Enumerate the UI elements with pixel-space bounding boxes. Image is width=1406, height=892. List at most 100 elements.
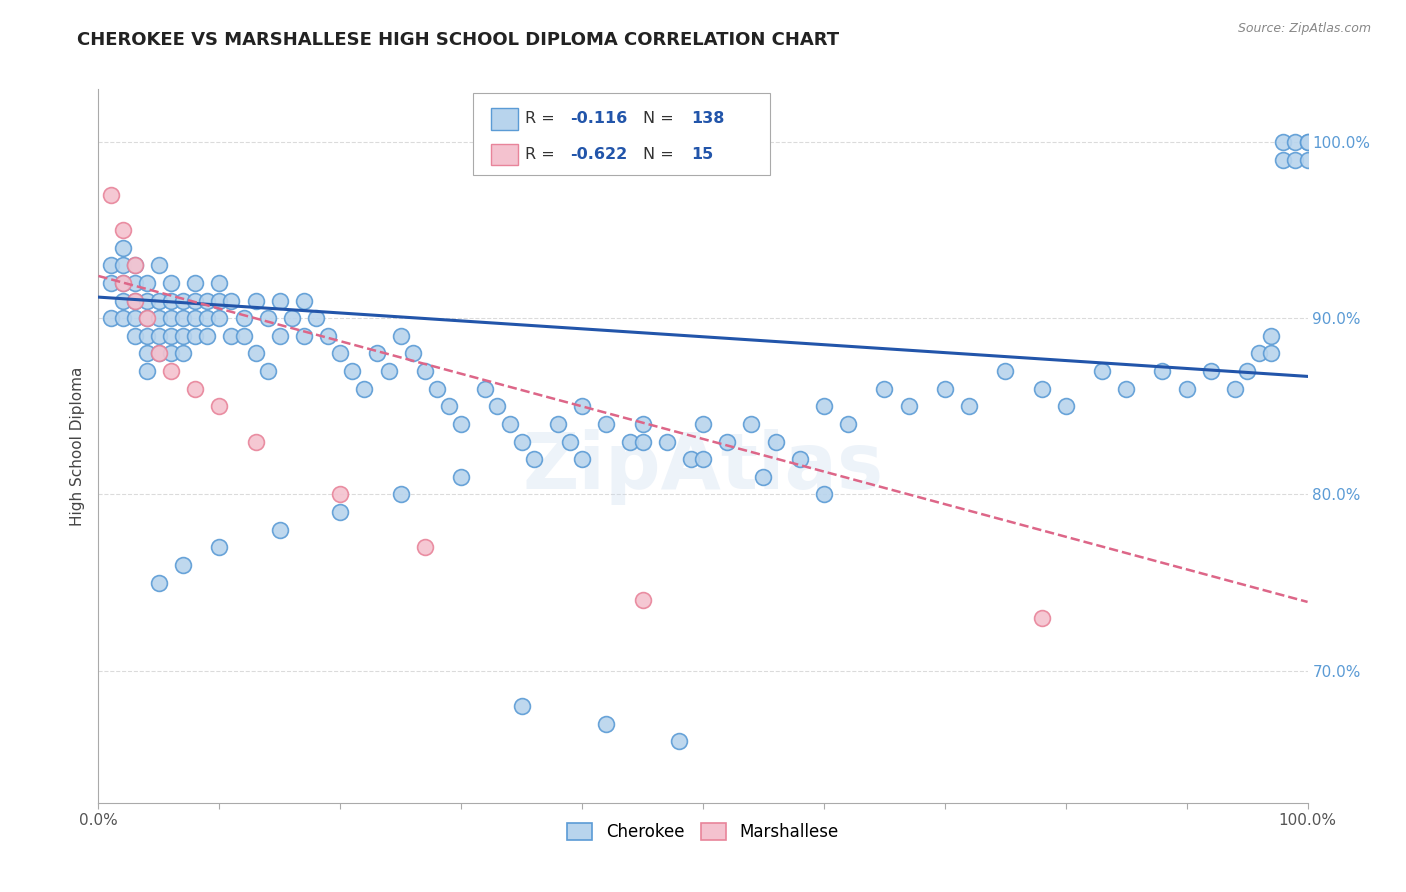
Point [450, 417, 472, 431]
Point [655, 434, 678, 449]
Point [124, 293, 146, 308]
Point [148, 346, 170, 360]
Point [595, 716, 617, 731]
Point [402, 346, 425, 360]
Point [160, 293, 183, 308]
Point [160, 329, 183, 343]
Y-axis label: High School Diploma: High School Diploma [70, 367, 86, 525]
Point [124, 311, 146, 326]
Text: ZipAtlas: ZipAtlas [523, 429, 883, 506]
Point [135, 329, 157, 343]
Point [148, 346, 170, 360]
Point [124, 276, 146, 290]
Point [245, 293, 267, 308]
Point [124, 329, 146, 343]
Point [135, 311, 157, 326]
Point [377, 364, 399, 378]
FancyBboxPatch shape [474, 93, 769, 175]
Text: 15: 15 [690, 147, 713, 162]
Point [148, 293, 170, 308]
Point [1054, 400, 1077, 414]
Point [245, 346, 267, 360]
Point [184, 276, 207, 290]
Point [269, 293, 291, 308]
Point [668, 734, 690, 748]
Point [1236, 364, 1258, 378]
Point [111, 259, 134, 273]
Point [221, 293, 243, 308]
Point [256, 364, 278, 378]
Point [329, 505, 352, 519]
Point [148, 575, 170, 590]
Point [1296, 135, 1319, 149]
Point [184, 311, 207, 326]
Point [148, 259, 170, 273]
Point [631, 434, 654, 449]
Point [1199, 364, 1222, 378]
Point [111, 311, 134, 326]
Point [184, 329, 207, 343]
Point [413, 541, 436, 555]
Text: -0.116: -0.116 [569, 112, 627, 127]
Point [897, 400, 920, 414]
Point [631, 593, 654, 607]
Bar [492, 145, 517, 166]
Point [111, 241, 134, 255]
Bar [492, 108, 517, 129]
Point [740, 417, 762, 431]
Point [195, 311, 218, 326]
Point [195, 329, 218, 343]
Text: 138: 138 [690, 112, 724, 127]
Point [329, 487, 352, 501]
Point [316, 329, 339, 343]
Point [160, 311, 183, 326]
Point [292, 293, 315, 308]
Point [1175, 382, 1198, 396]
Point [135, 311, 157, 326]
Point [631, 417, 654, 431]
Point [813, 400, 835, 414]
Point [873, 382, 896, 396]
Point [172, 329, 194, 343]
Point [148, 329, 170, 343]
Point [172, 558, 194, 572]
Point [281, 311, 304, 326]
Point [172, 311, 194, 326]
Point [1296, 153, 1319, 167]
Point [208, 541, 231, 555]
Text: R =: R = [526, 147, 560, 162]
Point [765, 434, 787, 449]
Point [679, 452, 702, 467]
Point [486, 400, 509, 414]
Point [692, 417, 714, 431]
Text: Source: ZipAtlas.com: Source: ZipAtlas.com [1237, 22, 1371, 36]
Point [1272, 153, 1295, 167]
Point [172, 346, 194, 360]
Point [1284, 153, 1306, 167]
Point [437, 400, 460, 414]
Point [135, 293, 157, 308]
Point [329, 346, 352, 360]
Point [498, 417, 520, 431]
Point [994, 364, 1017, 378]
Point [389, 329, 412, 343]
Point [111, 223, 134, 237]
Point [547, 417, 569, 431]
Point [269, 329, 291, 343]
Text: R =: R = [526, 112, 560, 127]
Text: N =: N = [643, 147, 679, 162]
Point [292, 329, 315, 343]
Point [232, 311, 254, 326]
Point [571, 452, 593, 467]
Point [1152, 364, 1174, 378]
Point [305, 311, 328, 326]
Point [160, 364, 183, 378]
Point [208, 400, 231, 414]
Point [692, 452, 714, 467]
Point [342, 364, 364, 378]
Point [716, 434, 738, 449]
Point [389, 487, 412, 501]
Point [100, 276, 122, 290]
Point [510, 434, 533, 449]
Point [413, 364, 436, 378]
